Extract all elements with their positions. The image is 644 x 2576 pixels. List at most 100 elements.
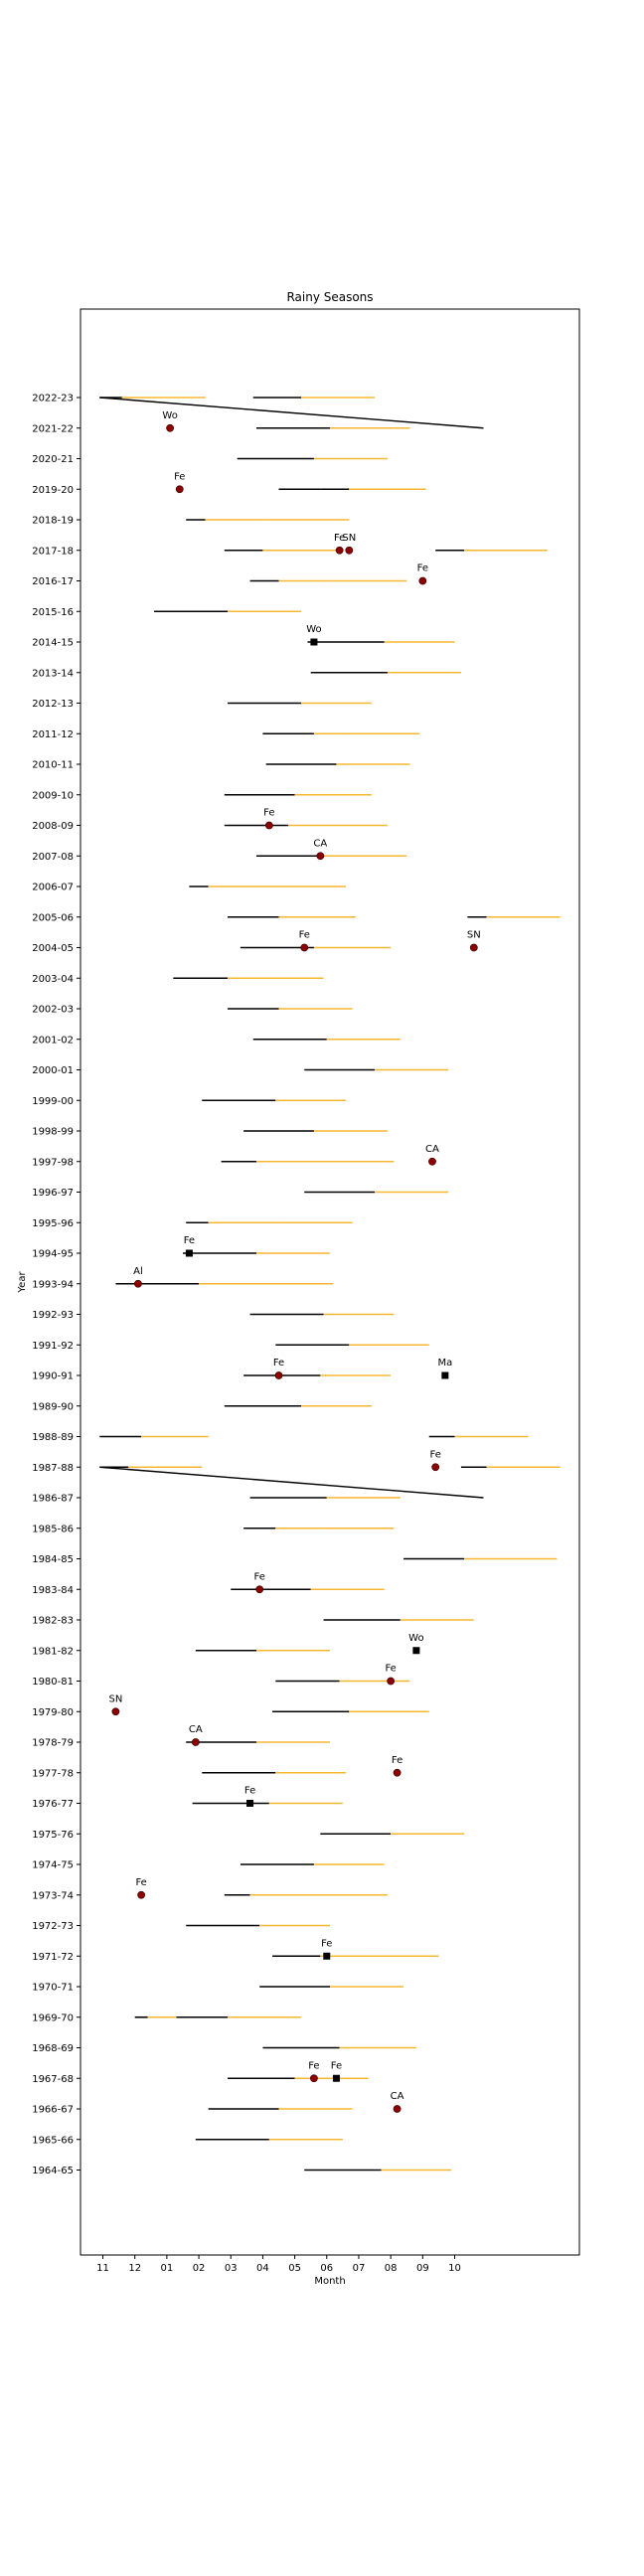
y-tick-label: 1970-71: [32, 1983, 74, 1994]
y-tick-label: 1996-97: [32, 1188, 74, 1199]
y-tick-label: 1997-98: [32, 1157, 74, 1168]
x-tick-label: 04: [256, 2263, 269, 2274]
chart-title: Rainy Seasons: [286, 290, 373, 304]
y-tick-label: 1965-66: [32, 2135, 74, 2146]
y-tick-label: 1971-72: [32, 1952, 74, 1963]
event-marker-circle: [274, 1371, 283, 1379]
event-marker-circle: [418, 576, 427, 585]
event-marker-circle: [137, 1890, 146, 1899]
y-tick-label: 2006-07: [32, 883, 74, 893]
plot-frame: [80, 308, 580, 2256]
x-tick-label: 03: [225, 2263, 238, 2274]
event-marker-circle: [134, 1279, 142, 1288]
trend-lines: [99, 397, 484, 1499]
x-tick-label: 01: [161, 2263, 174, 2274]
event-marker-square: [185, 1249, 193, 1257]
event-label: Fe: [254, 1571, 265, 1582]
y-tick-label: 2008-09: [32, 821, 74, 832]
y-tick-label: 2011-12: [32, 729, 74, 740]
y-tick-label: 2021-22: [32, 423, 74, 434]
event-marker-circle: [316, 852, 325, 861]
event-label: Fe: [331, 2060, 342, 2071]
event-label: Fe: [417, 564, 428, 574]
y-tick-label: 1982-83: [32, 1616, 74, 1627]
y-tick-label: 2017-18: [32, 546, 74, 557]
event-label: Fe: [392, 1755, 402, 1766]
event-marker-circle: [264, 821, 273, 830]
event-label: Fe: [135, 1877, 146, 1888]
x-tick-label: 02: [193, 2263, 206, 2274]
event-marker-square: [246, 1800, 254, 1807]
event-label: Fe: [273, 1358, 284, 1368]
y-tick-label: 1972-73: [32, 1921, 74, 1932]
y-tick-label: 1998-99: [32, 1127, 74, 1138]
x-axis: 11 12 01 02 03 04 05 06 07 08 09 10: [96, 2255, 461, 2274]
event-marker-square: [441, 1371, 449, 1379]
y-tick-label: 1979-80: [32, 1707, 74, 1718]
season-segments: [99, 397, 561, 2172]
event-label: Fe: [244, 1786, 255, 1797]
event-marker-circle: [428, 1157, 436, 1166]
y-tick-label: 1964-65: [32, 2166, 74, 2176]
y-tick-label: 1973-74: [32, 1890, 74, 1901]
event-marker-circle: [393, 2105, 402, 2113]
event-label: CA: [391, 2091, 404, 2102]
event-marker-circle: [175, 485, 184, 494]
event-marker-square: [323, 1952, 331, 1960]
y-tick-label: 1987-88: [32, 1463, 74, 1474]
event-marker-square: [412, 1647, 420, 1655]
event-marker-square: [332, 2074, 340, 2082]
event-label: SN: [467, 930, 481, 941]
y-axis: 2022-23 2021-22 2020-21 2019-20 2018-19 2017-…: [32, 394, 80, 2176]
y-tick-label: 1975-76: [32, 1830, 74, 1841]
y-tick-label: 1969-70: [32, 2012, 74, 2023]
x-tick-label: 12: [128, 2263, 141, 2274]
y-tick-label: 2022-23: [32, 394, 74, 404]
y-tick-label: 1966-67: [32, 2105, 74, 2116]
y-tick-label: 1994-95: [32, 1249, 74, 1260]
event-marker-circle: [300, 943, 309, 952]
event-marker-circle: [310, 2074, 318, 2083]
y-tick-label: 1983-84: [32, 1585, 74, 1596]
event-label: Wo: [162, 410, 177, 421]
event-marker-circle: [335, 546, 344, 555]
x-tick-label: 06: [320, 2263, 333, 2274]
y-tick-label: 1978-79: [32, 1738, 74, 1749]
event-marker-circle: [166, 423, 175, 432]
event-marker-circle: [431, 1463, 440, 1472]
y-tick-label: 2009-10: [32, 790, 74, 801]
event-label: Fe: [263, 808, 274, 819]
y-tick-label: 1993-94: [32, 1279, 74, 1290]
y-tick-label: 2012-13: [32, 699, 74, 710]
y-tick-label: 1977-78: [32, 1768, 74, 1779]
y-tick-label: 2004-05: [32, 943, 74, 954]
event-label: Fe: [308, 2060, 319, 2071]
x-tick-label: 10: [448, 2263, 461, 2274]
x-tick-label: 05: [288, 2263, 301, 2274]
x-tick-label: 09: [416, 2263, 429, 2274]
y-tick-label: 2002-03: [32, 1005, 74, 1016]
y-tick-label: 1995-96: [32, 1218, 74, 1229]
y-tick-label: 1986-87: [32, 1494, 74, 1505]
y-tick-label: 1990-91: [32, 1371, 74, 1382]
y-axis-label: Year: [17, 1271, 28, 1294]
trend-line: [99, 397, 484, 429]
y-tick-label: 1988-89: [32, 1432, 74, 1443]
trend-line: [99, 1466, 484, 1499]
x-tick-label: 07: [353, 2263, 366, 2274]
y-tick-label: 2003-04: [32, 974, 74, 985]
y-tick-label: 1968-69: [32, 2043, 74, 2054]
y-tick-label: 2001-02: [32, 1035, 74, 1046]
event-label: Ma: [437, 1358, 452, 1368]
y-tick-label: 1980-81: [32, 1677, 74, 1688]
event-label: Wo: [408, 1633, 423, 1644]
event-label: Fe: [385, 1664, 396, 1675]
event-label: SN: [108, 1693, 122, 1704]
y-tick-label: 2014-15: [32, 638, 74, 649]
y-tick-label: 2010-11: [32, 760, 74, 771]
y-tick-label: 2013-14: [32, 668, 74, 679]
y-tick-label: 1992-93: [32, 1310, 74, 1321]
x-axis-label: Month: [314, 2276, 345, 2287]
y-tick-label: 2015-16: [32, 607, 74, 618]
